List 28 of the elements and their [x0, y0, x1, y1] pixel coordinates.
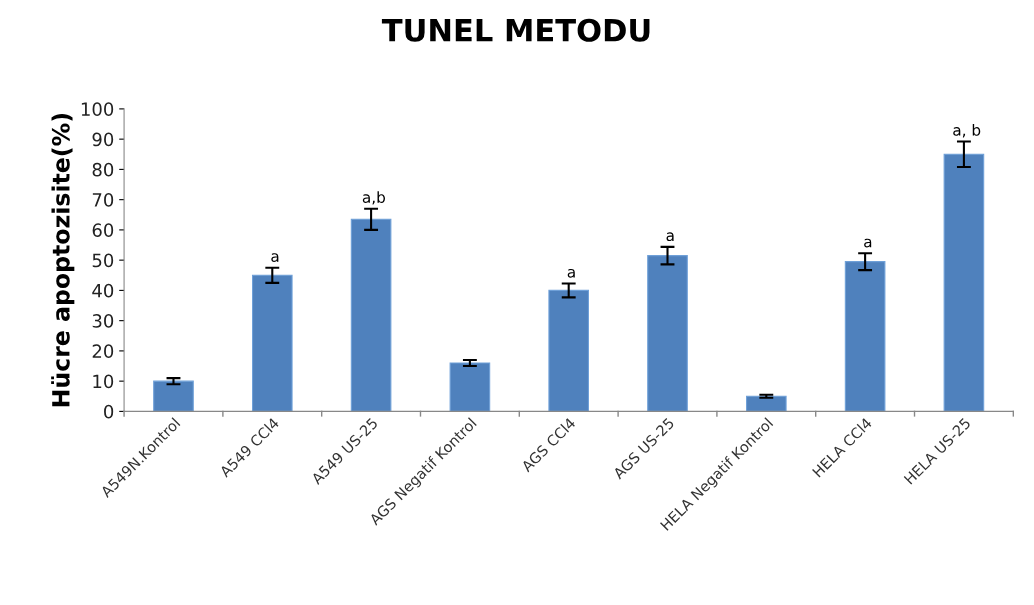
bar — [943, 153, 985, 412]
annotation: a — [567, 268, 575, 278]
bar — [251, 274, 293, 412]
bar — [350, 218, 392, 412]
annotation: a — [666, 232, 674, 242]
bar — [153, 380, 194, 412]
bar — [647, 255, 688, 412]
y-axis-title: Hücre apoptozisite(%) — [51, 113, 75, 407]
y-tick-label: 20 — [92, 344, 114, 359]
y-tick-label: 60 — [92, 223, 114, 238]
y-tick-label: 40 — [92, 283, 114, 298]
bar — [745, 395, 787, 412]
y-tick-label: 30 — [92, 314, 114, 328]
y-tick-label: 100 — [81, 102, 114, 117]
annotation: a,b — [362, 191, 385, 205]
y-tick-label: 80 — [92, 162, 114, 177]
chart-title: TUNEL METODU — [381, 18, 650, 42]
y-tick-label: 10 — [93, 374, 114, 389]
annotation: a — [271, 253, 279, 262]
y-tick-label: 70 — [92, 193, 114, 207]
bar — [548, 289, 590, 412]
y-tick-label: 0 — [104, 404, 114, 419]
y-tick-label: 90 — [92, 132, 114, 147]
annotation: a, b — [953, 124, 981, 138]
annotation: a — [864, 238, 872, 248]
bar — [844, 261, 886, 412]
y-tick-label: 50 — [92, 253, 114, 268]
bar — [449, 362, 491, 412]
